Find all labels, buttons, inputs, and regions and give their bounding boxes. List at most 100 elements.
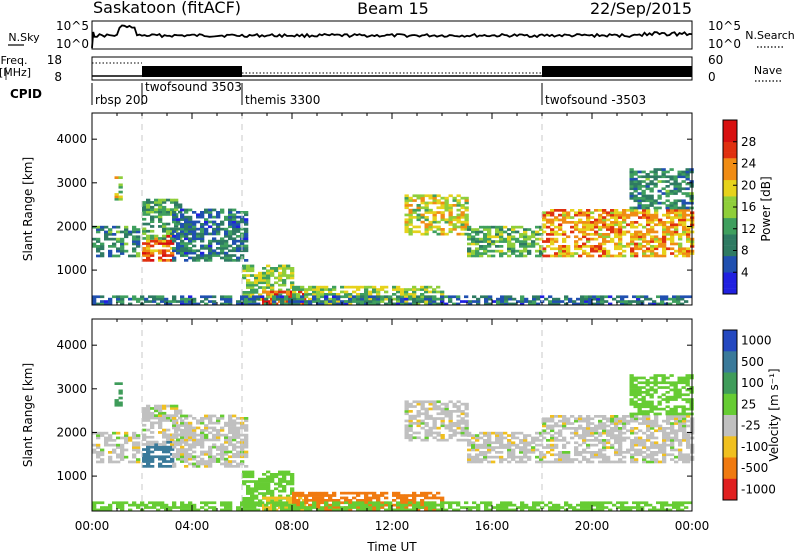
time-tick-label: 12:00 (375, 519, 410, 533)
velocity-cell (460, 412, 465, 416)
power-cell (216, 211, 221, 214)
velocity-cell (220, 501, 225, 505)
velocity-cell (428, 503, 433, 507)
power-cell (444, 201, 449, 205)
power-cell (404, 223, 409, 226)
freq-left-tick-bottom: 8 (54, 70, 62, 84)
velocity-cell (364, 503, 369, 507)
velocity-cell (258, 480, 263, 483)
power-cell (674, 225, 679, 229)
velocity-cell (467, 458, 472, 461)
power-cell (535, 249, 540, 253)
power-cell (649, 182, 654, 186)
velocity-cell (515, 460, 520, 464)
velocity-cell (686, 419, 691, 423)
power-cell (112, 242, 117, 246)
power-cell (254, 276, 259, 280)
power-cell (468, 302, 473, 306)
power-cell (344, 302, 349, 306)
velocity-cell (220, 508, 225, 512)
velocity-cell (618, 419, 623, 423)
noise-panel: N.Sky 10^5 10^0 10^5 10^0 N.Search (8, 19, 795, 51)
power-cell (246, 279, 251, 282)
power-cell (180, 251, 185, 255)
velocity-cell (606, 419, 611, 423)
velocity-cell (673, 388, 678, 392)
velocity-cell (150, 423, 155, 427)
velocity-cell (120, 448, 125, 452)
velocity-cell (316, 491, 321, 495)
velocity-cell (590, 431, 595, 435)
velocity-cell (146, 450, 151, 454)
power-cell (160, 297, 165, 301)
power-cell (471, 249, 476, 253)
velocity-cell (368, 496, 373, 500)
power-cell (246, 267, 251, 270)
velocity-cell (432, 508, 437, 512)
velocity-cell (232, 438, 237, 442)
velocity-colorbar-tick-label: -500 (741, 461, 768, 475)
power-cell (475, 240, 480, 243)
power-cell (136, 240, 141, 243)
power-cell (476, 297, 481, 301)
power-cell (511, 247, 516, 251)
power-cell (602, 209, 607, 212)
power-cell (673, 177, 678, 181)
power-cell (404, 230, 409, 234)
velocity-cell (483, 446, 488, 449)
velocity-cell (606, 460, 611, 464)
velocity-cell (266, 482, 271, 486)
power-cell (158, 208, 163, 211)
velocity-cell (634, 453, 639, 457)
power-cell (224, 242, 229, 245)
power-cell (634, 254, 639, 258)
power-cell (108, 254, 113, 258)
velocity-cell (420, 407, 425, 411)
velocity-cell (499, 434, 504, 437)
power-cell (649, 204, 654, 207)
power-ylabel: Slant Range [km] (21, 157, 35, 261)
power-cell (499, 240, 504, 243)
power-cell (176, 220, 181, 224)
velocity-cell (487, 451, 492, 454)
velocity-cell (642, 446, 647, 449)
power-cell (448, 204, 453, 207)
velocity-cell (400, 494, 405, 497)
velocity-cell (408, 405, 413, 408)
power-cell (412, 211, 417, 214)
power-cell (620, 295, 625, 299)
power-cell (669, 168, 674, 171)
velocity-cell (654, 419, 659, 423)
velocity-cell (188, 433, 193, 437)
power-cell (96, 237, 101, 241)
velocity-cell (686, 441, 691, 445)
power-cell (256, 302, 261, 306)
power-cell (184, 244, 189, 248)
power-cell (562, 254, 567, 258)
power-cell (172, 256, 177, 260)
power-cell (471, 252, 476, 255)
velocity-cell (499, 451, 504, 454)
power-cell (638, 211, 643, 215)
power-cell (660, 295, 665, 299)
velocity-cell (208, 501, 213, 505)
velocity-cell (344, 491, 349, 495)
power-cell (270, 283, 275, 287)
velocity-cell (638, 448, 643, 452)
power-cell (440, 213, 445, 217)
power-colorbar-segment (723, 125, 737, 132)
power-cell (634, 209, 639, 212)
velocity-cell (176, 455, 181, 459)
velocity-cell (184, 506, 189, 509)
velocity-cell (120, 455, 125, 459)
velocity-cell (633, 400, 638, 404)
power-cell (641, 197, 646, 200)
velocity-cell (504, 501, 509, 505)
velocity-cell (479, 431, 484, 435)
power-cell (444, 204, 449, 207)
power-cell (266, 286, 271, 289)
velocity-cell (204, 426, 209, 430)
velocity-cell (320, 494, 325, 497)
power-cell (539, 247, 544, 251)
power-cell (582, 249, 587, 253)
